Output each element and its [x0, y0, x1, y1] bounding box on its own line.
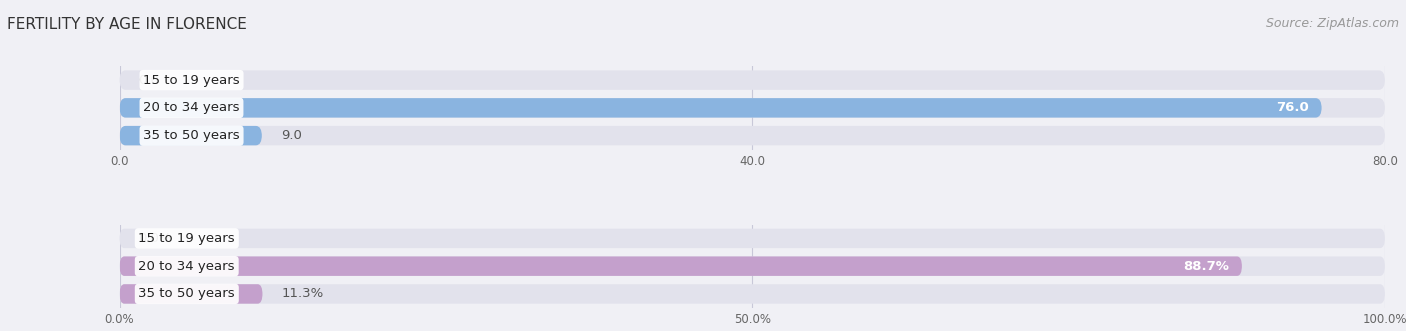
Text: 15 to 19 years: 15 to 19 years — [143, 73, 240, 87]
FancyBboxPatch shape — [120, 257, 1241, 276]
FancyBboxPatch shape — [120, 284, 1385, 304]
Text: 0.0%: 0.0% — [139, 232, 172, 245]
FancyBboxPatch shape — [120, 284, 263, 304]
Text: 88.7%: 88.7% — [1184, 260, 1229, 273]
FancyBboxPatch shape — [120, 229, 1385, 248]
FancyBboxPatch shape — [120, 257, 1385, 276]
FancyBboxPatch shape — [120, 71, 1385, 90]
Text: 20 to 34 years: 20 to 34 years — [139, 260, 235, 273]
Text: Source: ZipAtlas.com: Source: ZipAtlas.com — [1265, 17, 1399, 29]
Text: 15 to 19 years: 15 to 19 years — [139, 232, 235, 245]
FancyBboxPatch shape — [120, 98, 1385, 118]
Text: 9.0: 9.0 — [281, 129, 302, 142]
Text: FERTILITY BY AGE IN FLORENCE: FERTILITY BY AGE IN FLORENCE — [7, 17, 247, 31]
Text: 11.3%: 11.3% — [281, 287, 323, 301]
Text: 0.0: 0.0 — [139, 73, 159, 87]
Text: 20 to 34 years: 20 to 34 years — [143, 101, 240, 114]
Text: 35 to 50 years: 35 to 50 years — [143, 129, 240, 142]
Text: 35 to 50 years: 35 to 50 years — [139, 287, 235, 301]
Text: 76.0: 76.0 — [1277, 101, 1309, 114]
FancyBboxPatch shape — [120, 126, 262, 145]
FancyBboxPatch shape — [120, 126, 1385, 145]
FancyBboxPatch shape — [120, 98, 1322, 118]
